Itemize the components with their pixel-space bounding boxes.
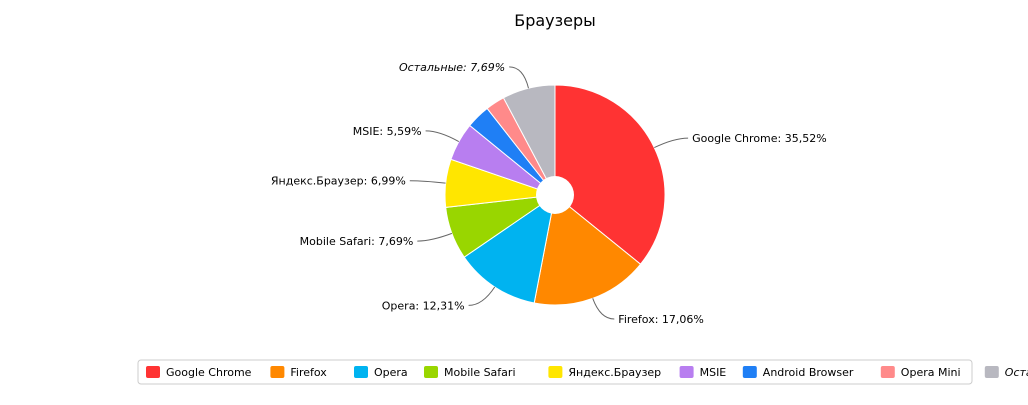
slice-label-остальные: Остальные: 7,69% — [399, 61, 505, 74]
legend-item-firefox[interactable]: Firefox — [270, 366, 327, 379]
legend-label-android-browser: Android Browser — [763, 366, 854, 379]
legend-item-остальные[interactable]: Остальные — [984, 366, 1028, 379]
legend-swatch-android-browser — [742, 366, 757, 378]
legend-item-opera-mini[interactable]: Opera Mini — [880, 366, 961, 379]
legend-label-mobile-safari: Mobile Safari — [444, 366, 516, 379]
slice-label-msie: MSIE: 5,59% — [353, 125, 422, 138]
legend-label-msie: MSIE — [700, 366, 727, 379]
legend-item-mobile-safari[interactable]: Mobile Safari — [424, 366, 516, 379]
legend-swatch-opera — [354, 366, 368, 378]
legend-swatch-msie — [679, 366, 694, 378]
legend-swatch-яндекс-браузер — [548, 366, 563, 378]
pie-slice-остальные[interactable] — [502, 84, 556, 196]
connector-line-firefox — [592, 298, 615, 320]
legend-item-яндекс-браузер[interactable]: Яндекс.Браузер — [548, 366, 661, 379]
chart-title: Браузеры — [514, 11, 596, 30]
slice-label-opera: Opera: 12,31% — [382, 299, 465, 312]
connector-line-google-chrome — [654, 137, 689, 149]
legend-swatch-остальные — [984, 366, 999, 378]
legend-item-msie[interactable]: MSIE — [679, 366, 727, 379]
legend-item-opera[interactable]: Opera — [354, 366, 408, 379]
legend-item-google-chrome[interactable]: Google Chrome — [146, 366, 252, 379]
legend-label-opera-mini: Opera Mini — [901, 366, 961, 379]
slice-label-mobile-safari: Mobile Safari: 7,69% — [300, 235, 414, 248]
pie-slice-google-chrome[interactable] — [554, 84, 666, 265]
connector-line-msie — [425, 130, 460, 143]
connector-line-яндекс-браузер — [409, 180, 446, 184]
pie-slices — [444, 84, 666, 306]
legend-item-android-browser[interactable]: Android Browser — [742, 366, 854, 379]
legend-label-firefox: Firefox — [290, 366, 327, 379]
slice-label-яндекс-браузер: Яндекс.Браузер: 6,99% — [271, 175, 406, 188]
connector-line-mobile-safari — [417, 232, 453, 242]
slice-label-google-chrome: Google Chrome: 35,52% — [692, 132, 827, 145]
legend-label-остальные: Остальные — [1005, 366, 1028, 379]
legend-label-яндекс-браузер: Яндекс.Браузер — [568, 366, 661, 379]
connector-line-opera — [468, 286, 496, 306]
legend-label-opera: Opera — [374, 366, 408, 379]
legend-swatch-firefox — [270, 366, 285, 378]
slice-labels: Google Chrome: 35,52% Firefox: 17,06% Oper… — [271, 61, 827, 326]
slice-label-firefox: Firefox: 17,06% — [618, 313, 704, 326]
legend-swatch-mobile-safari — [424, 366, 438, 378]
connector-line-остальные — [509, 66, 529, 89]
legend: Google Chrome Firefox Opera Mobile Safari Ян… — [137, 359, 1028, 385]
pie-center-hole — [536, 176, 574, 214]
legend-swatch-google-chrome — [146, 366, 160, 378]
legend-label-google-chrome: Google Chrome — [166, 366, 252, 379]
legend-swatch-opera-mini — [880, 366, 895, 378]
